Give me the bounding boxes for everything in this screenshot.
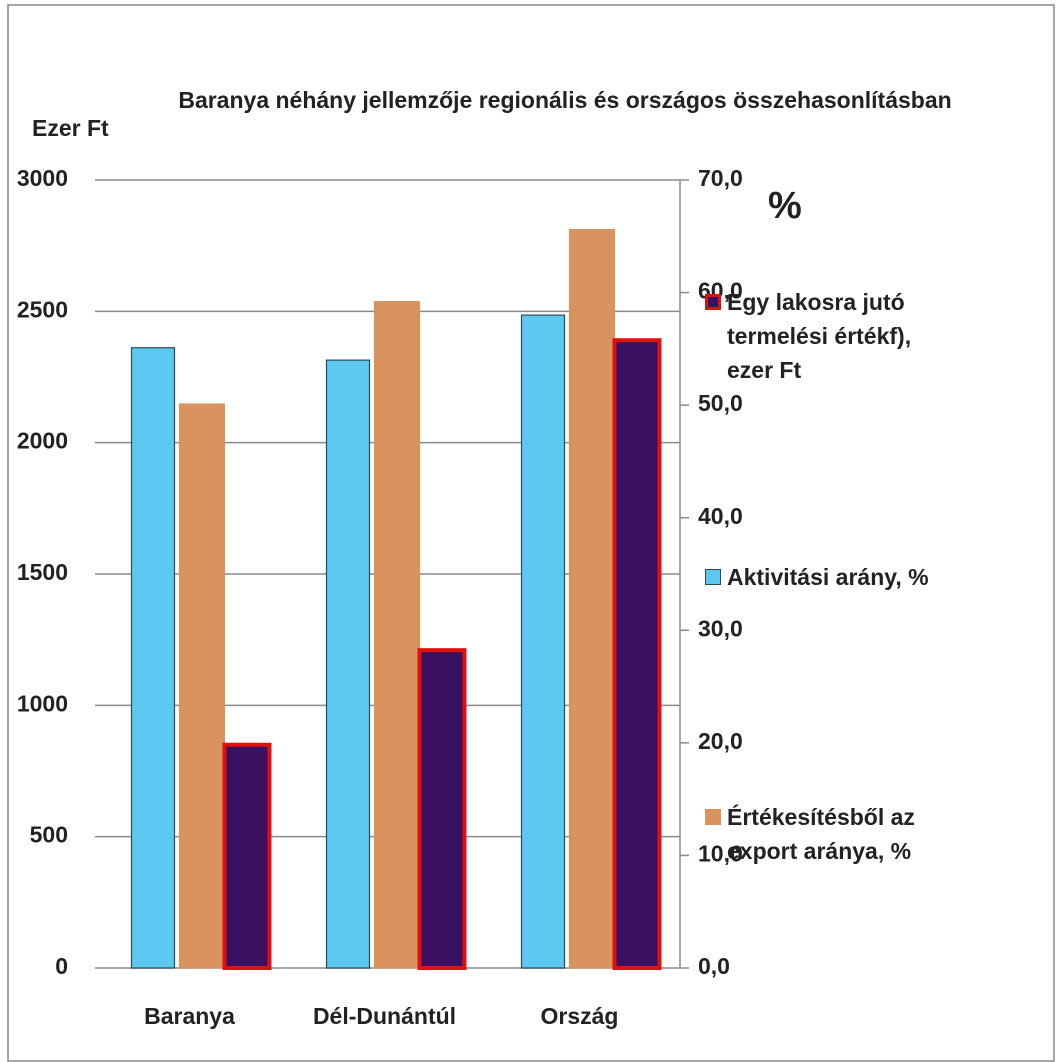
y2-tick-label: 20,0 [698, 728, 743, 754]
y2-tick-label: 70,0 [698, 165, 743, 191]
y-tick-label: 0 [55, 953, 68, 979]
y2-tick-label: 50,0 [698, 390, 743, 416]
bar [130, 347, 176, 969]
legend-swatch [705, 569, 721, 585]
bar [520, 314, 566, 969]
legend-item: Értékesítésből az export aránya, % [705, 800, 957, 868]
x-tick-label: Ország [541, 1003, 619, 1029]
legend-item: Egy lakosra jutó termelési értékf), ezer… [705, 285, 957, 387]
frame [7, 4, 1055, 1062]
x-tick-label: Dél-Dunántúl [313, 1003, 456, 1029]
y-tick-label: 1500 [17, 559, 68, 585]
y2-tick-label: 30,0 [698, 615, 743, 641]
legend-label: Egy lakosra jutó termelési értékf), ezer… [727, 289, 912, 383]
y-tick-label: 2000 [17, 428, 68, 454]
bar [373, 300, 421, 969]
bar [417, 648, 467, 970]
bar [568, 228, 616, 969]
y-tick-label: 2500 [17, 296, 68, 322]
y-tick-label: 3000 [17, 165, 68, 191]
bar [222, 742, 272, 970]
y2-tick-label: 40,0 [698, 503, 743, 529]
y-tick-label: 1000 [17, 690, 68, 716]
y2-tick-label: 0,0 [698, 953, 730, 979]
y-axis-label: Ezer Ft [32, 115, 109, 141]
x-tick-label: Baranya [144, 1003, 235, 1029]
bar [325, 359, 371, 969]
legend-label: Aktivitási arány, % [727, 564, 929, 590]
legend-label: Értékesítésből az export aránya, % [727, 804, 915, 864]
y2-axis-label: % [768, 185, 802, 227]
y-tick-label: 500 [30, 822, 68, 848]
bar [178, 403, 226, 969]
legend-item: Aktivitási arány, % [705, 560, 1057, 594]
legend-swatch [705, 294, 721, 310]
bar [612, 338, 662, 970]
chart-title: Baranya néhány jellemzője regionális és … [178, 87, 951, 113]
y2-tick-label: 10,0 [698, 841, 743, 867]
legend-swatch [705, 809, 721, 825]
